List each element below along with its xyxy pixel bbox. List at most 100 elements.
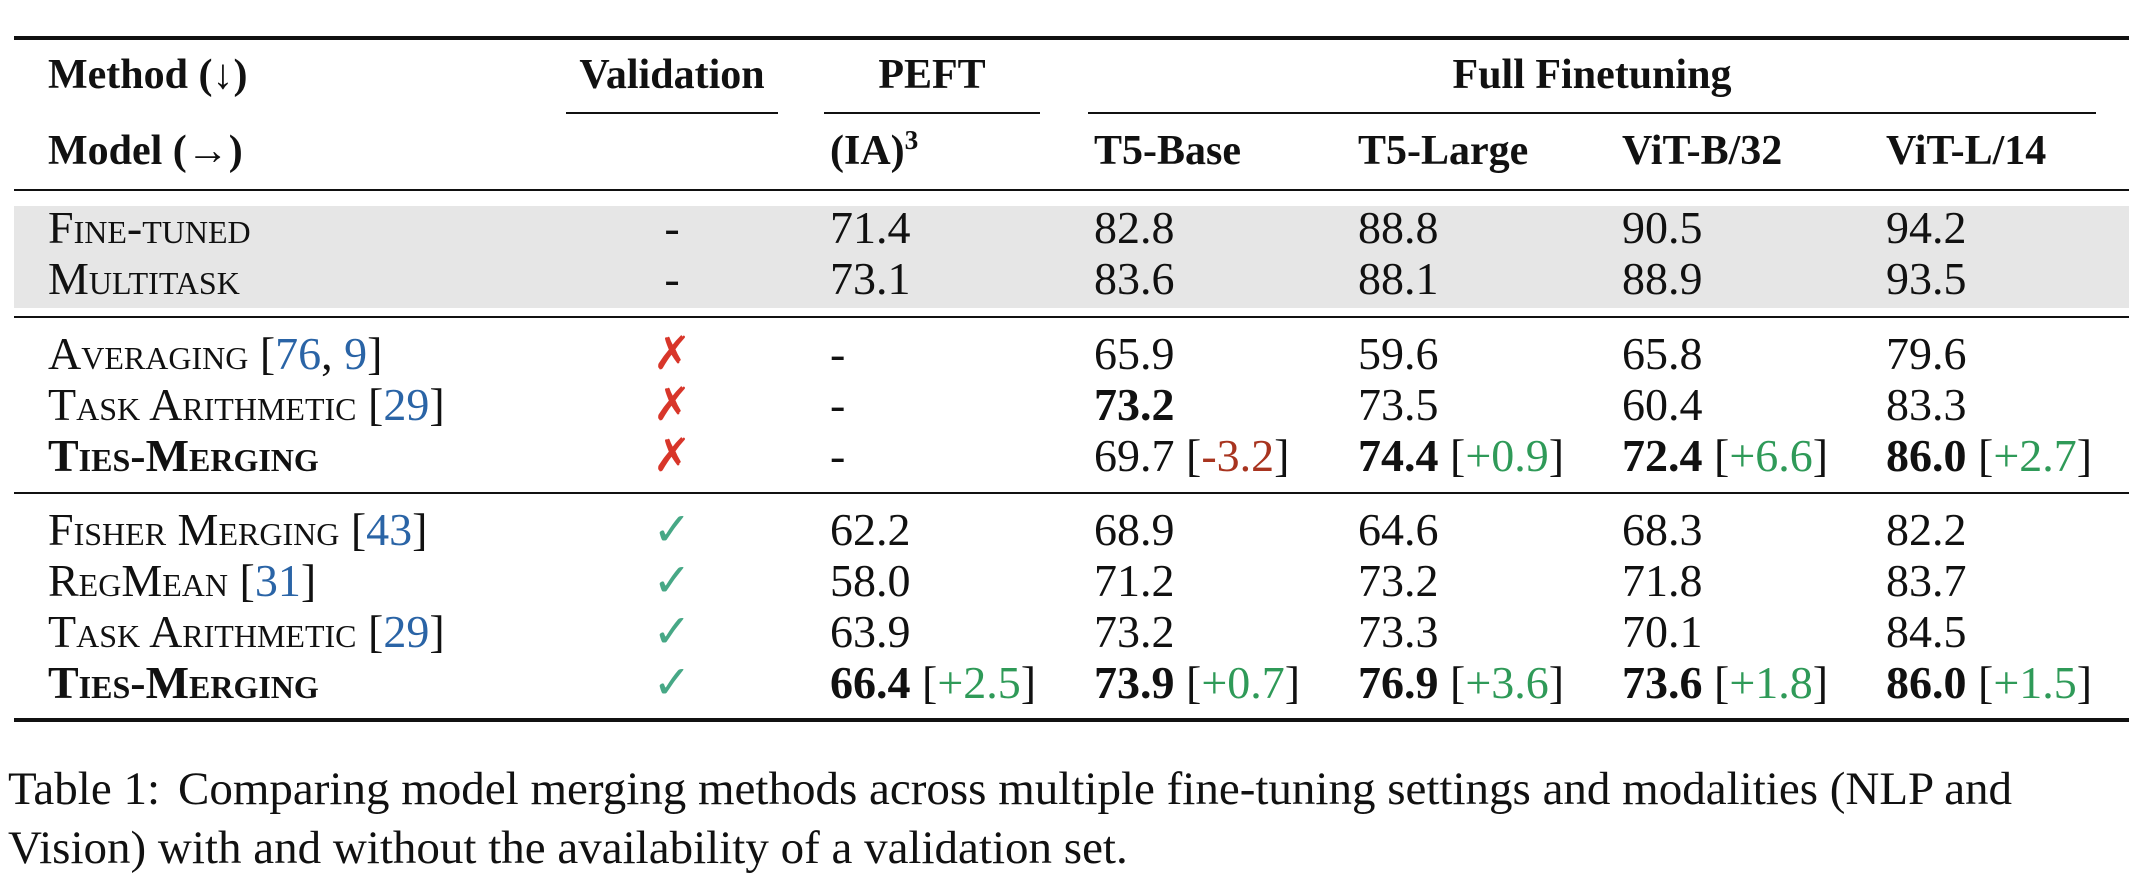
cell-ia3: 71.4 — [830, 202, 911, 253]
citation-link[interactable]: 76 — [275, 328, 322, 379]
citation-link[interactable]: 43 — [366, 504, 413, 555]
check-icon: ✓ — [652, 657, 692, 708]
group1-rule — [14, 316, 2129, 318]
method-name: Task Arithmetic — [48, 606, 357, 657]
cell-ia3: - — [830, 379, 846, 430]
cell-vit-l14: 83.3 — [1886, 379, 1967, 430]
citation-open: [ — [248, 328, 276, 379]
cross-icon: ✗ — [652, 328, 692, 379]
cell-value: 73.6 — [1622, 657, 1703, 708]
cell-vit-l14: 93.5 — [1886, 253, 1967, 304]
header-rule — [14, 189, 2129, 191]
cell-vit-l14: 79.6 — [1886, 328, 1967, 379]
header-model: Model (→) — [48, 128, 243, 174]
delta-value: +2.7 — [1993, 430, 2077, 481]
citation-close: ] — [412, 504, 428, 555]
cell-t5-base: 82.8 — [1094, 202, 1175, 253]
method-name: Task Arithmetic — [48, 379, 357, 430]
cell-t5-base: 69.7 [-3.2] — [1094, 433, 1289, 479]
delta-close: ] — [1020, 657, 1037, 708]
check-icon: ✓ — [652, 606, 692, 657]
header-vit-l14: ViT-L/14 — [1886, 128, 2047, 174]
method-name: RegMean — [48, 555, 229, 606]
delta-value: -3.2 — [1201, 430, 1275, 481]
delta-open: [ — [1702, 430, 1730, 481]
cell-vit-b32: 60.4 — [1622, 379, 1703, 430]
bottom-rule — [14, 718, 2129, 722]
cell-t5-large: 88.8 — [1358, 202, 1439, 253]
header-ia3-base: (IA) — [830, 128, 905, 174]
delta-close: ] — [2076, 657, 2093, 708]
delta-open: [ — [1174, 430, 1202, 481]
cell-vit-b32: 71.8 — [1622, 555, 1703, 606]
cell-t5-large: 64.6 — [1358, 504, 1439, 555]
header-t5-large: T5-Large — [1358, 128, 1529, 174]
header-t5-base: T5-Base — [1094, 128, 1241, 174]
full-finetuning-cmidrule — [1088, 112, 2096, 114]
cell-ia3: 73.1 — [830, 253, 911, 304]
method-cell: Averaging [76, 9] — [48, 331, 382, 377]
citation-link[interactable]: 29 — [383, 606, 430, 657]
top-rule — [14, 36, 2129, 40]
cross-icon: ✗ — [652, 430, 692, 481]
citation-open: [ — [339, 504, 367, 555]
header-full-finetuning: Full Finetuning — [1452, 52, 1732, 98]
cell-t5-base: 68.9 — [1094, 504, 1175, 555]
cell-ia3: 62.2 — [830, 504, 911, 555]
method-cell: Fisher Merging [43] — [48, 507, 427, 553]
cell-vit-b32: 90.5 — [1622, 202, 1703, 253]
cell-t5-large: 76.9 [+3.6] — [1358, 660, 1564, 706]
cell-t5-large: 59.6 — [1358, 328, 1439, 379]
cell-value: 72.4 — [1622, 430, 1703, 481]
header-method: Method (↓) — [48, 52, 248, 98]
header-ia3: (IA)3 — [830, 126, 918, 174]
delta-open: [ — [1966, 430, 1994, 481]
cell-vit-l14: 84.5 — [1886, 606, 1967, 657]
cell-vit-b32: 72.4 [+6.6] — [1622, 433, 1828, 479]
citation-open: [ — [228, 555, 255, 606]
cell-t5-base: 73.2 — [1094, 379, 1175, 430]
cross-icon: ✗ — [652, 379, 692, 430]
method-name: Multitask — [48, 253, 240, 304]
cell-t5-base: 83.6 — [1094, 253, 1175, 304]
cell-value: 66.4 — [830, 657, 911, 708]
cell-t5-base: 73.2 — [1094, 606, 1175, 657]
citation-open: [ — [356, 606, 384, 657]
citation-close: ] — [300, 555, 317, 606]
citation-link[interactable]: 29 — [383, 379, 430, 430]
citation-separator: , — [321, 328, 345, 379]
delta-open: [ — [1702, 657, 1730, 708]
delta-value: +1.5 — [1993, 657, 2077, 708]
header-vit-b32: ViT-B/32 — [1622, 128, 1783, 174]
delta-value: +0.7 — [1201, 657, 1285, 708]
citation-open: [ — [356, 379, 384, 430]
cell-ia3: - — [830, 328, 846, 379]
cell-vit-b32: 88.9 — [1622, 253, 1703, 304]
check-icon: ✓ — [652, 555, 692, 606]
delta-close: ] — [1274, 430, 1290, 481]
cell-t5-large: 73.3 — [1358, 606, 1439, 657]
cell-t5-large: 88.1 — [1358, 253, 1439, 304]
cell-value: 86.0 — [1886, 657, 1967, 708]
delta-close: ] — [1812, 430, 1829, 481]
cell-value: 69.7 — [1094, 430, 1175, 481]
cell-t5-base: 71.2 — [1094, 555, 1175, 606]
validation-cmidrule — [566, 112, 778, 114]
cell-vit-b32: 73.6 [+1.8] — [1622, 660, 1828, 706]
validation-mark: - — [664, 253, 680, 304]
delta-value: +0.9 — [1465, 430, 1549, 481]
header-validation: Validation — [579, 52, 765, 98]
delta-value: +1.8 — [1729, 657, 1813, 708]
cell-value: 76.9 — [1358, 657, 1439, 708]
method-name: Ties-Merging — [48, 430, 319, 481]
method-cell: Task Arithmetic [29] — [48, 609, 445, 655]
citation-link[interactable]: 9 — [344, 328, 368, 379]
citation-link[interactable]: 31 — [254, 555, 301, 606]
cell-ia3: 63.9 — [830, 606, 911, 657]
method-name: Fine-tuned — [48, 202, 251, 253]
cell-vit-b32: 70.1 — [1622, 606, 1703, 657]
caption-text: Comparing model merging methods across m… — [8, 763, 2013, 874]
delta-close: ] — [1548, 657, 1565, 708]
cell-value: 73.9 — [1094, 657, 1175, 708]
cell-t5-large: 73.2 — [1358, 555, 1439, 606]
